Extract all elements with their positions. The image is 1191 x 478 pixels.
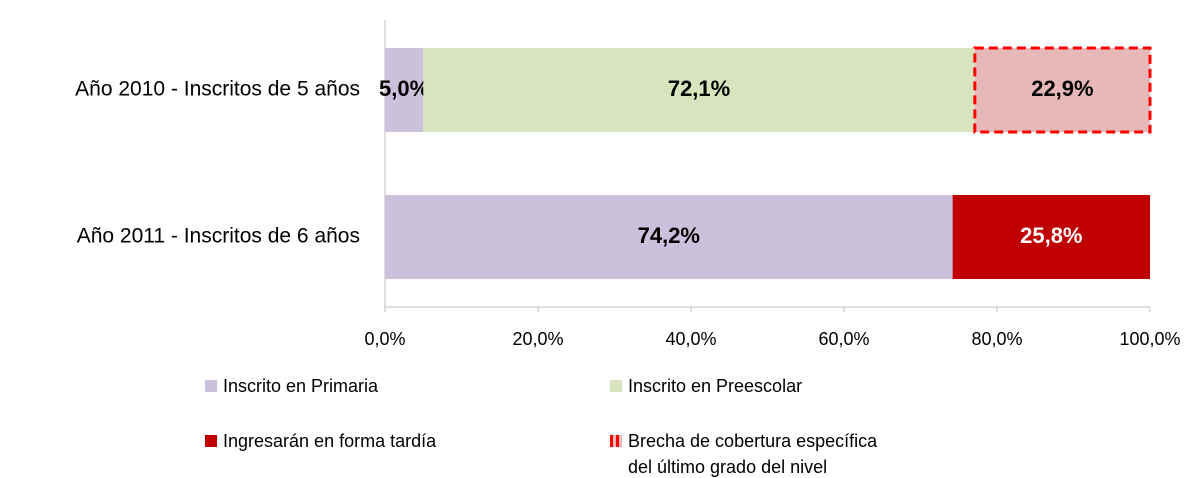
legend-item: Brecha de cobertura específica del últim…: [610, 428, 903, 478]
legend-label: Ingresarán en forma tardía: [223, 431, 437, 451]
legend-label: Inscrito en Primaria: [223, 376, 379, 396]
legend-swatch: [610, 380, 622, 392]
x-tick-label: 60,0%: [818, 329, 869, 349]
legend-label: Brecha de cobertura específica del últim…: [628, 431, 878, 477]
x-tick-label: 40,0%: [665, 329, 716, 349]
data-label: 5,0%: [379, 76, 429, 101]
legend-swatch: [205, 380, 217, 392]
legend-label: Inscrito en Preescolar: [628, 376, 803, 396]
legend-swatch: [205, 435, 217, 447]
data-label: 74,2%: [638, 223, 700, 248]
bar-segment: [973, 46, 1152, 134]
category-label: Año 2011 - Inscritos de 6 años: [77, 225, 360, 248]
x-tick-label: 0,0%: [364, 329, 405, 349]
data-label: 25,8%: [1020, 223, 1082, 248]
bar-segment: [385, 195, 953, 279]
bar-segment: [423, 48, 975, 132]
x-tick-label: 80,0%: [971, 329, 1022, 349]
legend-swatch: [610, 435, 622, 447]
category-label: Año 2010 - Inscritos de 5 años: [75, 78, 360, 101]
legend-item: Inscrito en Primaria: [205, 373, 378, 399]
x-tick-label: 20,0%: [512, 329, 563, 349]
bar-segment: [952, 195, 1150, 279]
data-label: 72,1%: [668, 76, 730, 101]
legend-item: Inscrito en Preescolar: [610, 373, 802, 399]
bar-segment: [385, 48, 424, 132]
x-tick-label: 100,0%: [1119, 329, 1180, 349]
data-label: 22,9%: [1031, 76, 1093, 101]
legend-item: Ingresarán en forma tardía: [205, 428, 436, 454]
